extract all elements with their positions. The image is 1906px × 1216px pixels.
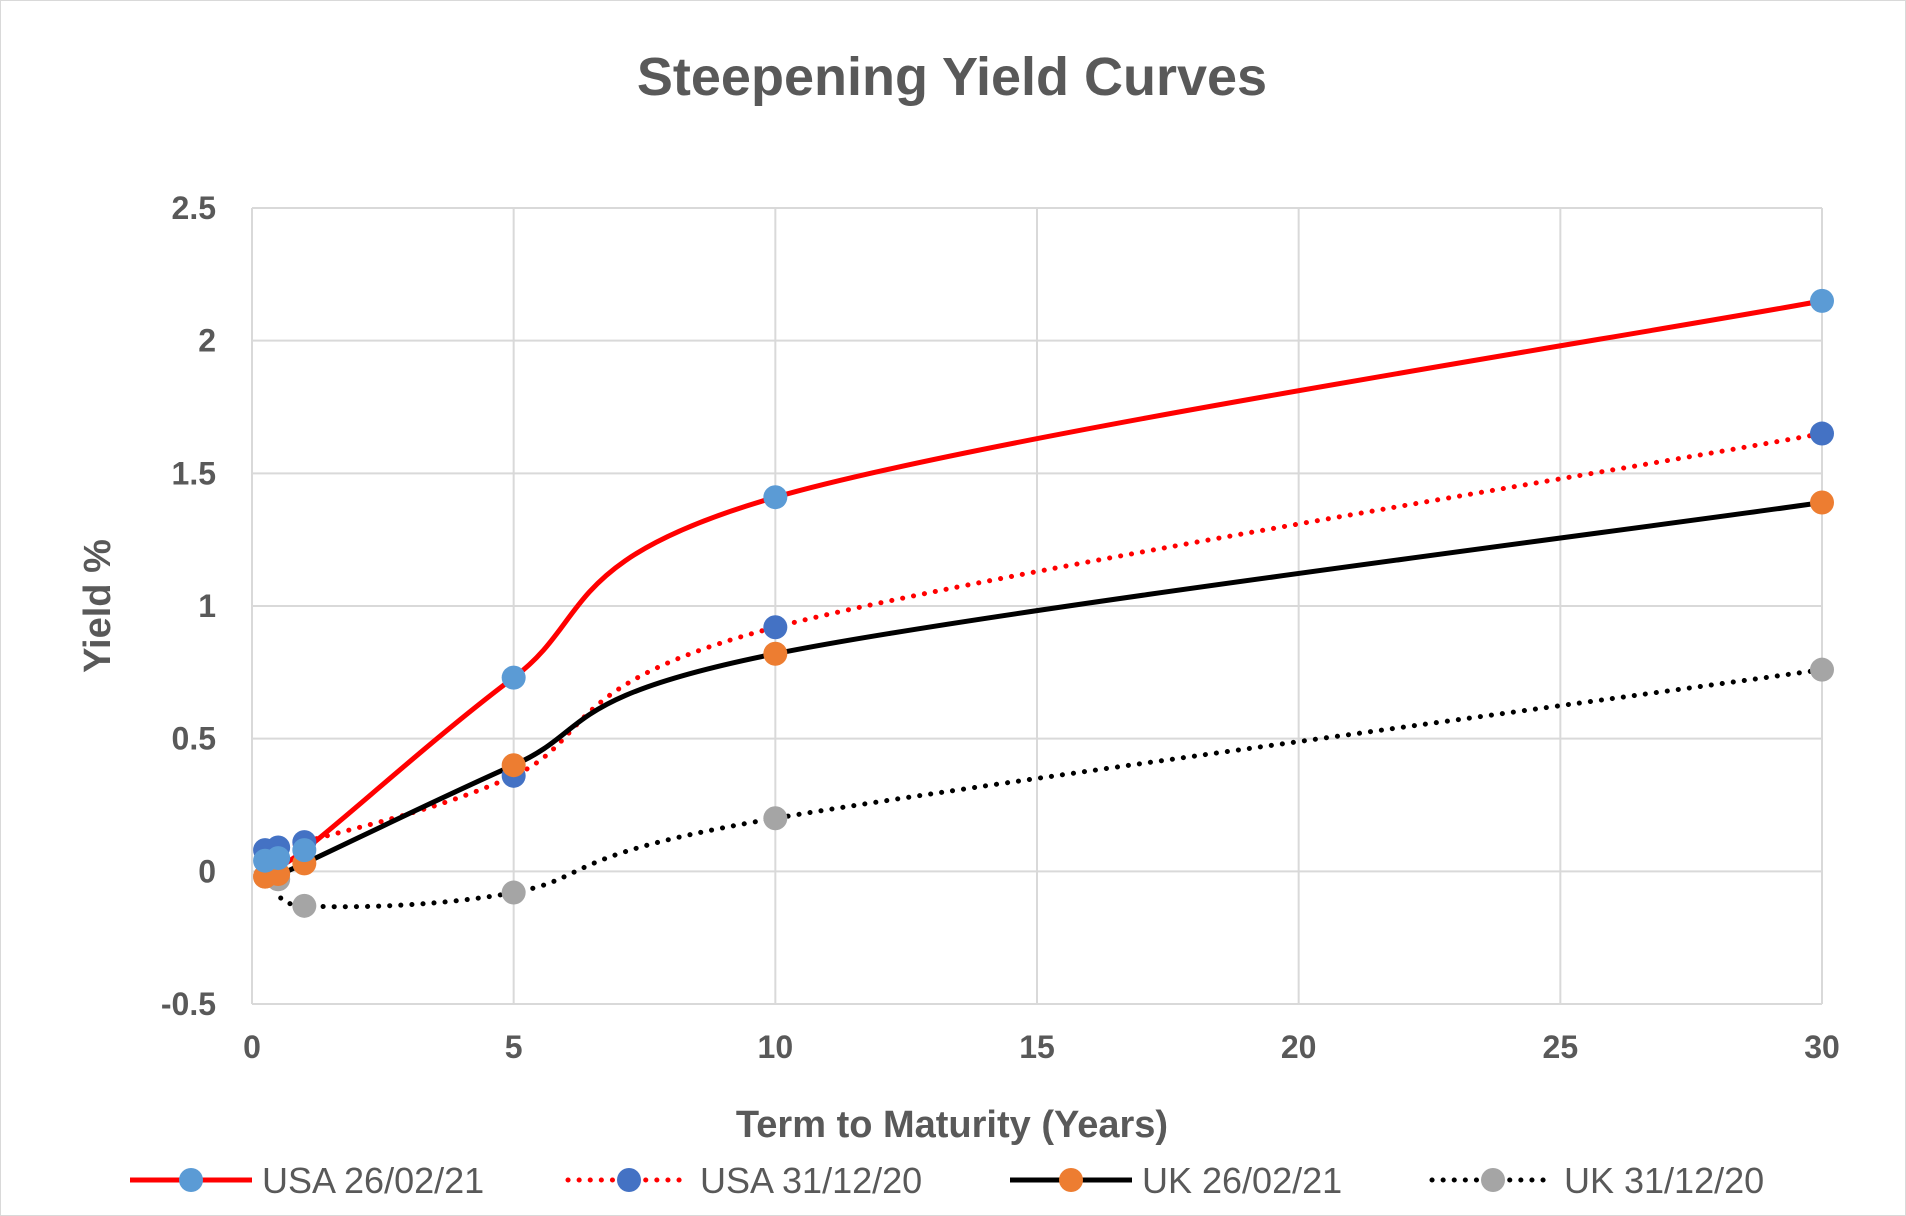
y-tick-label: -0.5 — [161, 986, 216, 1022]
legend-marker — [179, 1168, 203, 1192]
y-tick-label: 0.5 — [172, 721, 216, 757]
legend-marker — [1059, 1168, 1083, 1192]
series-line — [262, 431, 1825, 853]
y-tick-label: 2 — [198, 323, 216, 359]
series-0 — [264, 298, 1823, 868]
series-markers-2 — [253, 490, 1834, 889]
legend-item: USA 31/12/20 — [565, 1160, 922, 1201]
gridlines — [251, 207, 1823, 1005]
data-point — [763, 485, 788, 510]
legend-label: USA 31/12/20 — [700, 1160, 922, 1201]
x-tick-label: 5 — [505, 1029, 523, 1065]
legend-label: UK 26/02/21 — [1142, 1160, 1342, 1201]
y-axis-ticks: 2.5 2 1.5 1 0.5 0 -0.5 — [161, 190, 216, 1022]
data-point — [1810, 490, 1834, 515]
data-point — [763, 641, 788, 666]
legend: USA 26/02/21 USA 31/12/20 UK 26/02/21 UK 31… — [130, 1160, 1764, 1201]
legend-label: UK 31/12/20 — [1564, 1160, 1764, 1201]
chart-title: Steepening Yield Curves — [637, 47, 1267, 107]
data-point — [501, 880, 526, 905]
x-axis-label: Term to Maturity (Years) — [736, 1104, 1168, 1146]
legend-marker — [617, 1168, 641, 1192]
x-tick-label: 15 — [1019, 1029, 1055, 1065]
series-layer — [253, 288, 1834, 918]
legend-label: USA 26/02/21 — [262, 1160, 484, 1201]
y-tick-label: 1 — [198, 588, 216, 624]
legend-item: UK 31/12/20 — [1429, 1160, 1764, 1201]
y-tick-label: 1.5 — [172, 455, 216, 491]
x-tick-label: 25 — [1543, 1029, 1579, 1065]
data-point — [292, 893, 317, 918]
data-point — [763, 806, 788, 831]
y-axis-label: Yield % — [77, 539, 119, 673]
legend-item: UK 26/02/21 — [1010, 1160, 1342, 1201]
x-tick-label: 30 — [1804, 1029, 1840, 1065]
legend-item: USA 26/02/21 — [130, 1160, 484, 1201]
data-point — [1810, 421, 1834, 446]
data-point — [501, 665, 526, 690]
x-tick-label: 0 — [243, 1029, 261, 1065]
data-point — [266, 846, 291, 871]
y-tick-label: 0 — [198, 853, 216, 889]
data-point — [1810, 657, 1834, 682]
series-line — [264, 298, 1823, 868]
x-axis-ticks: 0 5 10 15 20 25 30 — [243, 1029, 1840, 1065]
data-point — [292, 838, 317, 863]
y-tick-label: 2.5 — [172, 190, 216, 226]
x-tick-label: 10 — [758, 1029, 794, 1065]
series-markers-0 — [253, 288, 1834, 873]
data-point — [763, 615, 788, 640]
legend-marker — [1481, 1168, 1505, 1192]
series-1 — [262, 431, 1825, 853]
data-point — [501, 753, 526, 778]
data-point — [1810, 288, 1834, 313]
series-markers-1 — [253, 421, 1834, 863]
x-tick-label: 20 — [1281, 1029, 1317, 1065]
